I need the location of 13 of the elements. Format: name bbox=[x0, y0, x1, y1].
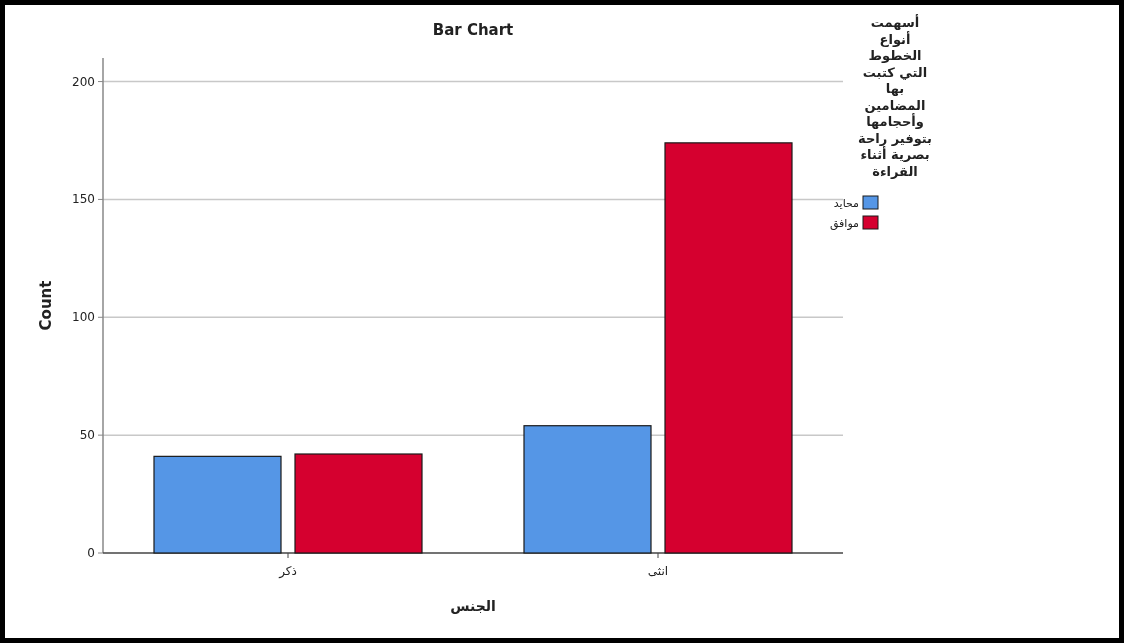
x-tick-label: ذكر bbox=[278, 564, 297, 579]
y-tick-label: 200 bbox=[72, 74, 95, 89]
legend-label: محايد bbox=[833, 197, 860, 210]
y-tick-label: 0 bbox=[87, 546, 95, 560]
y-tick-label: 50 bbox=[79, 428, 95, 443]
x-tick-label: انثى bbox=[647, 564, 669, 578]
y-axis-title: Count bbox=[37, 280, 55, 331]
legend-label: موافق bbox=[829, 217, 860, 231]
text: أسهمت أنواع الخطوط التي كتبت بها المضامين وأحجامها بتوفير راحة بصرية أثناء القراءة bbox=[858, 15, 932, 179]
chart-title: Bar Chart bbox=[432, 21, 514, 39]
x-axis-title: الجنس bbox=[450, 598, 496, 614]
y-tick-label: 150 bbox=[72, 192, 95, 207]
y-tick-label: 100 bbox=[72, 310, 95, 325]
